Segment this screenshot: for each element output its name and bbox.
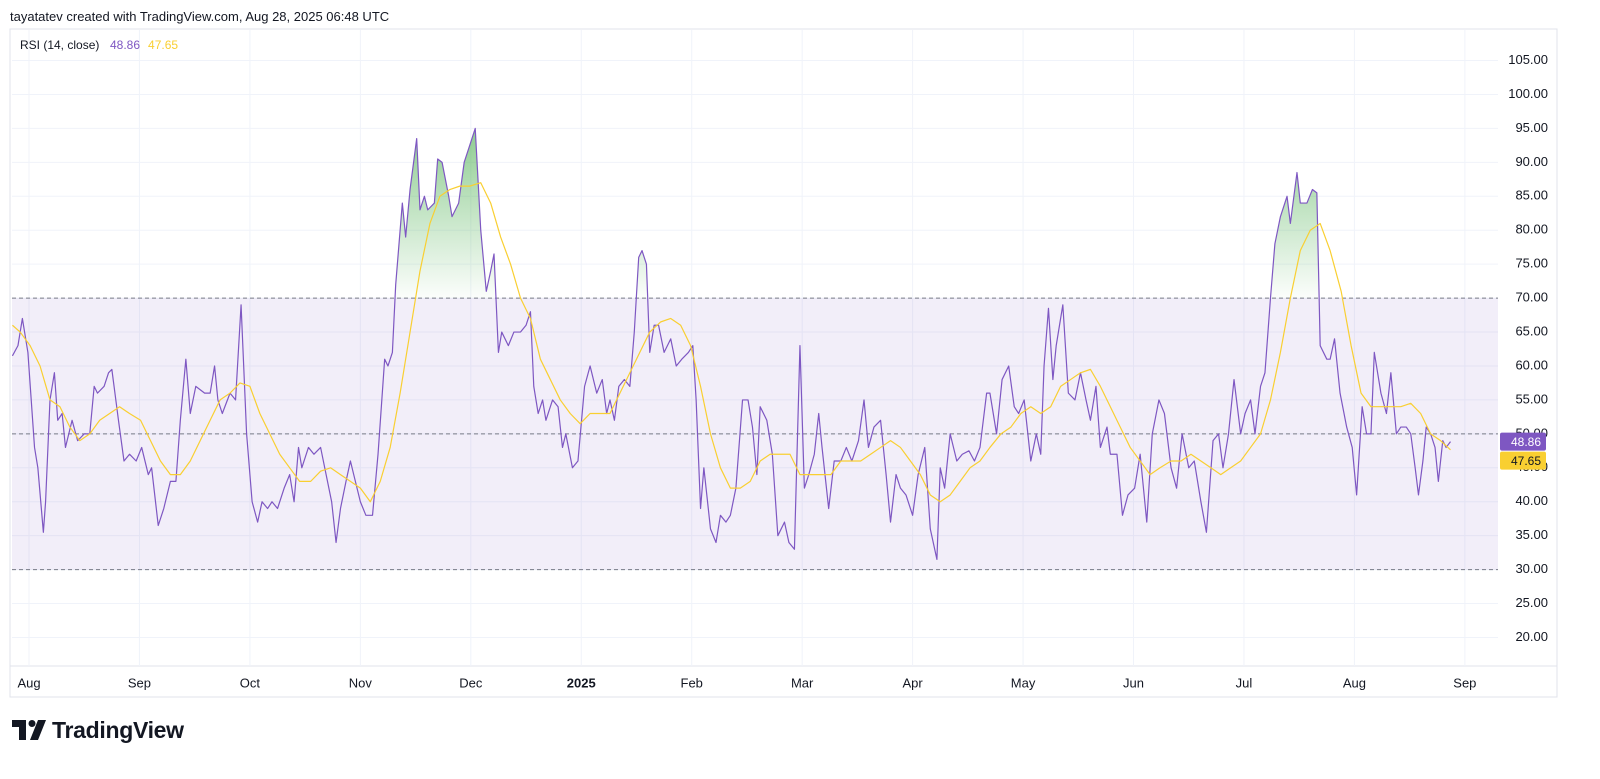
x-tick-label: Sep	[1453, 675, 1476, 690]
price-tag-label: 47.65	[1511, 454, 1541, 468]
x-tick-label: Aug	[17, 675, 40, 690]
price-tag	[1500, 451, 1546, 470]
y-tick-label: 100.00	[1508, 86, 1548, 101]
y-tick-label: 35.00	[1515, 527, 1548, 542]
chart: RSI (14, close) 20.00 25.00 30.00 35.00 40.0…	[9, 28, 1558, 698]
y-tick-label: 25.00	[1515, 595, 1548, 610]
x-tick-label: Mar	[791, 675, 814, 690]
x-tick-label: Dec	[459, 675, 483, 690]
brand-logo	[12, 720, 46, 740]
x-tick-label: Sep	[128, 675, 151, 690]
legend-value: 47.65	[148, 38, 178, 52]
y-tick-label: 65.00	[1515, 323, 1548, 338]
y-tick-label: 20.00	[1515, 629, 1548, 644]
y-tick-label: 80.00	[1515, 222, 1548, 237]
brand-name: TradingView	[52, 716, 184, 743]
y-tick-label: 85.00	[1515, 188, 1548, 203]
x-tick-label: Oct	[240, 675, 261, 690]
series-line	[12, 182, 1451, 503]
y-tick-label: 60.00	[1515, 357, 1548, 372]
chart-frame	[9, 28, 1558, 698]
brand: TradingView	[12, 716, 184, 744]
header: tayatatev created with TradingView.com, …	[10, 9, 390, 24]
y-tick-label: 40.00	[1515, 493, 1548, 508]
x-tick-label: 2025	[567, 675, 596, 690]
x-tick-label: Nov	[349, 675, 373, 690]
series-line	[12, 127, 1451, 561]
x-tick-label: Jul	[1236, 675, 1253, 690]
price-tag-label: 48.86	[1511, 435, 1541, 449]
y-tick-label: 70.00	[1515, 290, 1548, 305]
y-tick-label: 95.00	[1515, 120, 1548, 135]
x-tick-label: Aug	[1343, 675, 1366, 690]
x-tick-label: Apr	[902, 675, 923, 690]
y-tick-label: 75.00	[1515, 256, 1548, 271]
x-tick-label: May	[1011, 675, 1036, 690]
y-tick-label: 30.00	[1515, 561, 1548, 576]
x-tick-label: Jun	[1123, 675, 1144, 690]
price-tag	[1500, 432, 1546, 451]
y-tick-label: 90.00	[1515, 154, 1548, 169]
x-tick-label: Feb	[681, 675, 703, 690]
y-tick-label: 55.00	[1515, 391, 1548, 406]
indicator-title: RSI (14, close)	[20, 38, 99, 52]
legend-value: 48.86	[110, 38, 140, 52]
y-tick-label: 105.00	[1508, 52, 1548, 67]
